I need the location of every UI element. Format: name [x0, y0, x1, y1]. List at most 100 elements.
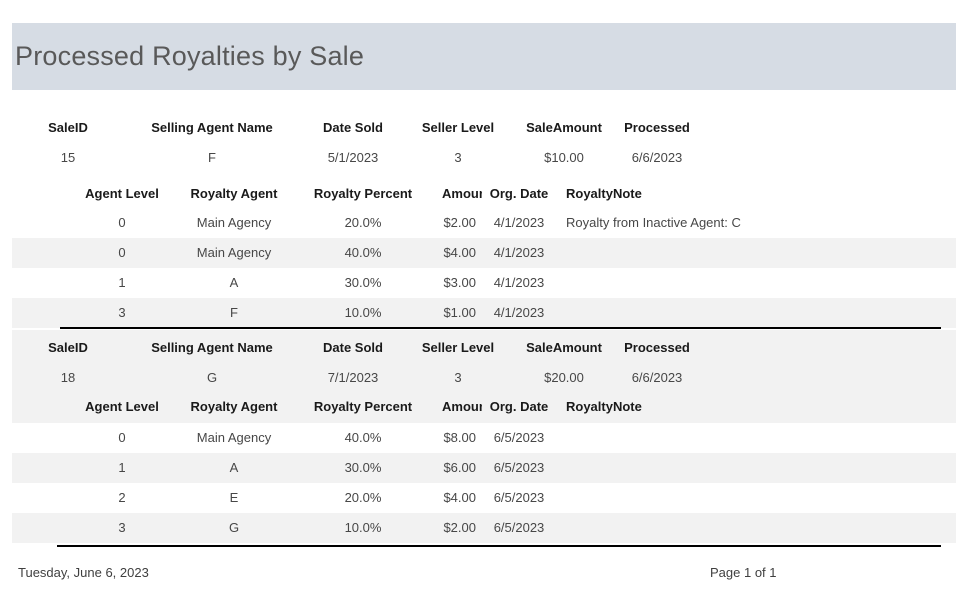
sale-id: 15 — [60, 150, 76, 165]
royalty-org-date: 4/1/2023 — [493, 275, 545, 290]
royalty-header-row: Agent Level Royalty Agent Royalty Percen… — [12, 180, 956, 208]
royalty-header-row: Agent Level Royalty Agent Royalty Percen… — [12, 393, 956, 421]
col-header-date-sold: Date Sold — [323, 340, 383, 355]
royalty-percent: 20.0% — [344, 215, 382, 230]
royalty-agent: G — [228, 520, 240, 535]
royalty-amount: $4.00 — [443, 245, 476, 260]
sale-header-row: SaleID Selling Agent Name Date Sold Sell… — [12, 333, 956, 363]
sale-row: 18 G 7/1/2023 3 $20.00 6/6/2023 — [12, 363, 956, 393]
col-header-royalty-agent: Royalty Agent — [190, 186, 278, 201]
footer-page-number: Page 1 of 1 — [710, 565, 777, 580]
royalty-amount: $2.00 — [443, 215, 476, 230]
col-header-saleamount: SaleAmount — [526, 340, 602, 355]
royalty-amount: $3.00 — [443, 275, 476, 290]
royalty-amount: $2.00 — [443, 520, 476, 535]
royalty-org-date: 6/5/2023 — [493, 520, 545, 535]
royalty-row: 1 A 30.0% $6.00 6/5/2023 — [12, 453, 956, 483]
col-header-royaltynote: RoyaltyNote — [566, 399, 642, 414]
report-end-line — [57, 545, 941, 547]
royalty-org-date: 4/1/2023 — [493, 305, 545, 320]
royalty-level: 3 — [118, 520, 126, 535]
royalty-amount: $1.00 — [443, 305, 476, 320]
royalty-agent: A — [229, 460, 239, 475]
royalty-row: 0 Main Agency 40.0% $8.00 6/5/2023 — [12, 423, 956, 453]
royalty-row: 3 G 10.0% $2.00 6/5/2023 — [12, 513, 956, 543]
sale-date-sold: 5/1/2023 — [327, 150, 379, 165]
sale-processed: 6/6/2023 — [631, 370, 683, 385]
royalty-note — [556, 238, 956, 268]
col-header-royalty-agent: Royalty Agent — [190, 399, 278, 414]
royalty-amount: $6.00 — [443, 460, 476, 475]
royalty-row: 0 Main Agency 20.0% $2.00 4/1/2023 Royal… — [12, 208, 956, 238]
col-header-selling-agent-name: Selling Agent Name — [151, 340, 273, 355]
col-header-saleamount: SaleAmount — [526, 120, 602, 135]
royalty-agent: F — [230, 305, 238, 320]
royalty-org-date: 6/5/2023 — [493, 490, 545, 505]
royalty-note — [556, 423, 956, 453]
col-header-org-date: Org. Date — [489, 399, 549, 414]
royalty-note — [556, 513, 956, 543]
royalty-level: 1 — [118, 460, 126, 475]
col-header-seller-level: Seller Level — [421, 120, 495, 135]
report-title: Processed Royalties by Sale — [15, 41, 365, 71]
sale-header-row: SaleID Selling Agent Name Date Sold Sell… — [12, 113, 956, 143]
royalty-org-date: 4/1/2023 — [493, 245, 545, 260]
royalty-level: 3 — [118, 305, 126, 320]
royalty-amount: $4.00 — [443, 490, 476, 505]
royalty-org-date: 6/5/2023 — [493, 430, 545, 445]
royalty-level: 0 — [118, 215, 126, 230]
royalty-amount: $8.00 — [443, 430, 476, 445]
col-header-royaltynote: RoyaltyNote — [566, 186, 642, 201]
royalty-percent: 30.0% — [344, 275, 382, 290]
royalty-percent: 40.0% — [344, 430, 382, 445]
royalty-note — [556, 298, 956, 328]
col-header-saleid: SaleID — [48, 120, 88, 135]
col-header-date-sold: Date Sold — [323, 120, 383, 135]
col-header-agent-level: Agent Level — [85, 186, 159, 201]
royalty-org-date: 4/1/2023 — [493, 215, 545, 230]
col-header-royalty-percent: Royalty Percent — [313, 399, 413, 414]
royalty-org-date: 6/5/2023 — [493, 460, 545, 475]
royalty-row: 3 F 10.0% $1.00 4/1/2023 — [12, 298, 956, 328]
col-header-amount: Amount — [442, 186, 482, 201]
sale-amount: $20.00 — [544, 370, 584, 385]
col-header-agent-level: Agent Level — [85, 399, 159, 414]
royalty-level: 1 — [118, 275, 126, 290]
sale-amount: $10.00 — [544, 150, 584, 165]
sale-seller-level: 3 — [454, 150, 462, 165]
royalty-note — [556, 483, 956, 513]
sale-id: 18 — [60, 370, 76, 385]
royalty-percent: 10.0% — [344, 305, 382, 320]
royalty-agent: Main Agency — [196, 430, 272, 445]
royalty-level: 2 — [118, 490, 126, 505]
royalty-percent: 30.0% — [344, 460, 382, 475]
col-header-processed: Processed — [624, 340, 690, 355]
royalty-agent: A — [229, 275, 239, 290]
sale-processed: 6/6/2023 — [631, 150, 683, 165]
group-header-band — [12, 330, 956, 423]
royalty-level: 0 — [118, 245, 126, 260]
royalty-agent: Main Agency — [196, 215, 272, 230]
royalty-row: 2 E 20.0% $4.00 6/5/2023 — [12, 483, 956, 513]
group-separator-line — [60, 327, 941, 329]
report-title-bar: Processed Royalties by Sale — [12, 23, 956, 90]
sale-agent: G — [206, 370, 218, 385]
royalty-agent: E — [229, 490, 239, 505]
col-header-saleid: SaleID — [48, 340, 88, 355]
royalty-percent: 40.0% — [344, 245, 382, 260]
royalty-level: 0 — [118, 430, 126, 445]
col-header-royalty-percent: Royalty Percent — [313, 186, 413, 201]
col-header-org-date: Org. Date — [489, 186, 549, 201]
royalty-row: 1 A 30.0% $3.00 4/1/2023 — [12, 268, 956, 298]
sale-date-sold: 7/1/2023 — [327, 370, 379, 385]
royalty-percent: 20.0% — [344, 490, 382, 505]
royalty-percent: 10.0% — [344, 520, 382, 535]
sale-agent: F — [208, 150, 216, 165]
col-header-amount: Amount — [442, 399, 482, 414]
col-header-seller-level: Seller Level — [421, 340, 495, 355]
royalty-row: 0 Main Agency 40.0% $4.00 4/1/2023 — [12, 238, 956, 268]
royalty-note — [556, 453, 956, 483]
col-header-selling-agent-name: Selling Agent Name — [151, 120, 273, 135]
sale-row: 15 F 5/1/2023 3 $10.00 6/6/2023 — [12, 143, 956, 173]
